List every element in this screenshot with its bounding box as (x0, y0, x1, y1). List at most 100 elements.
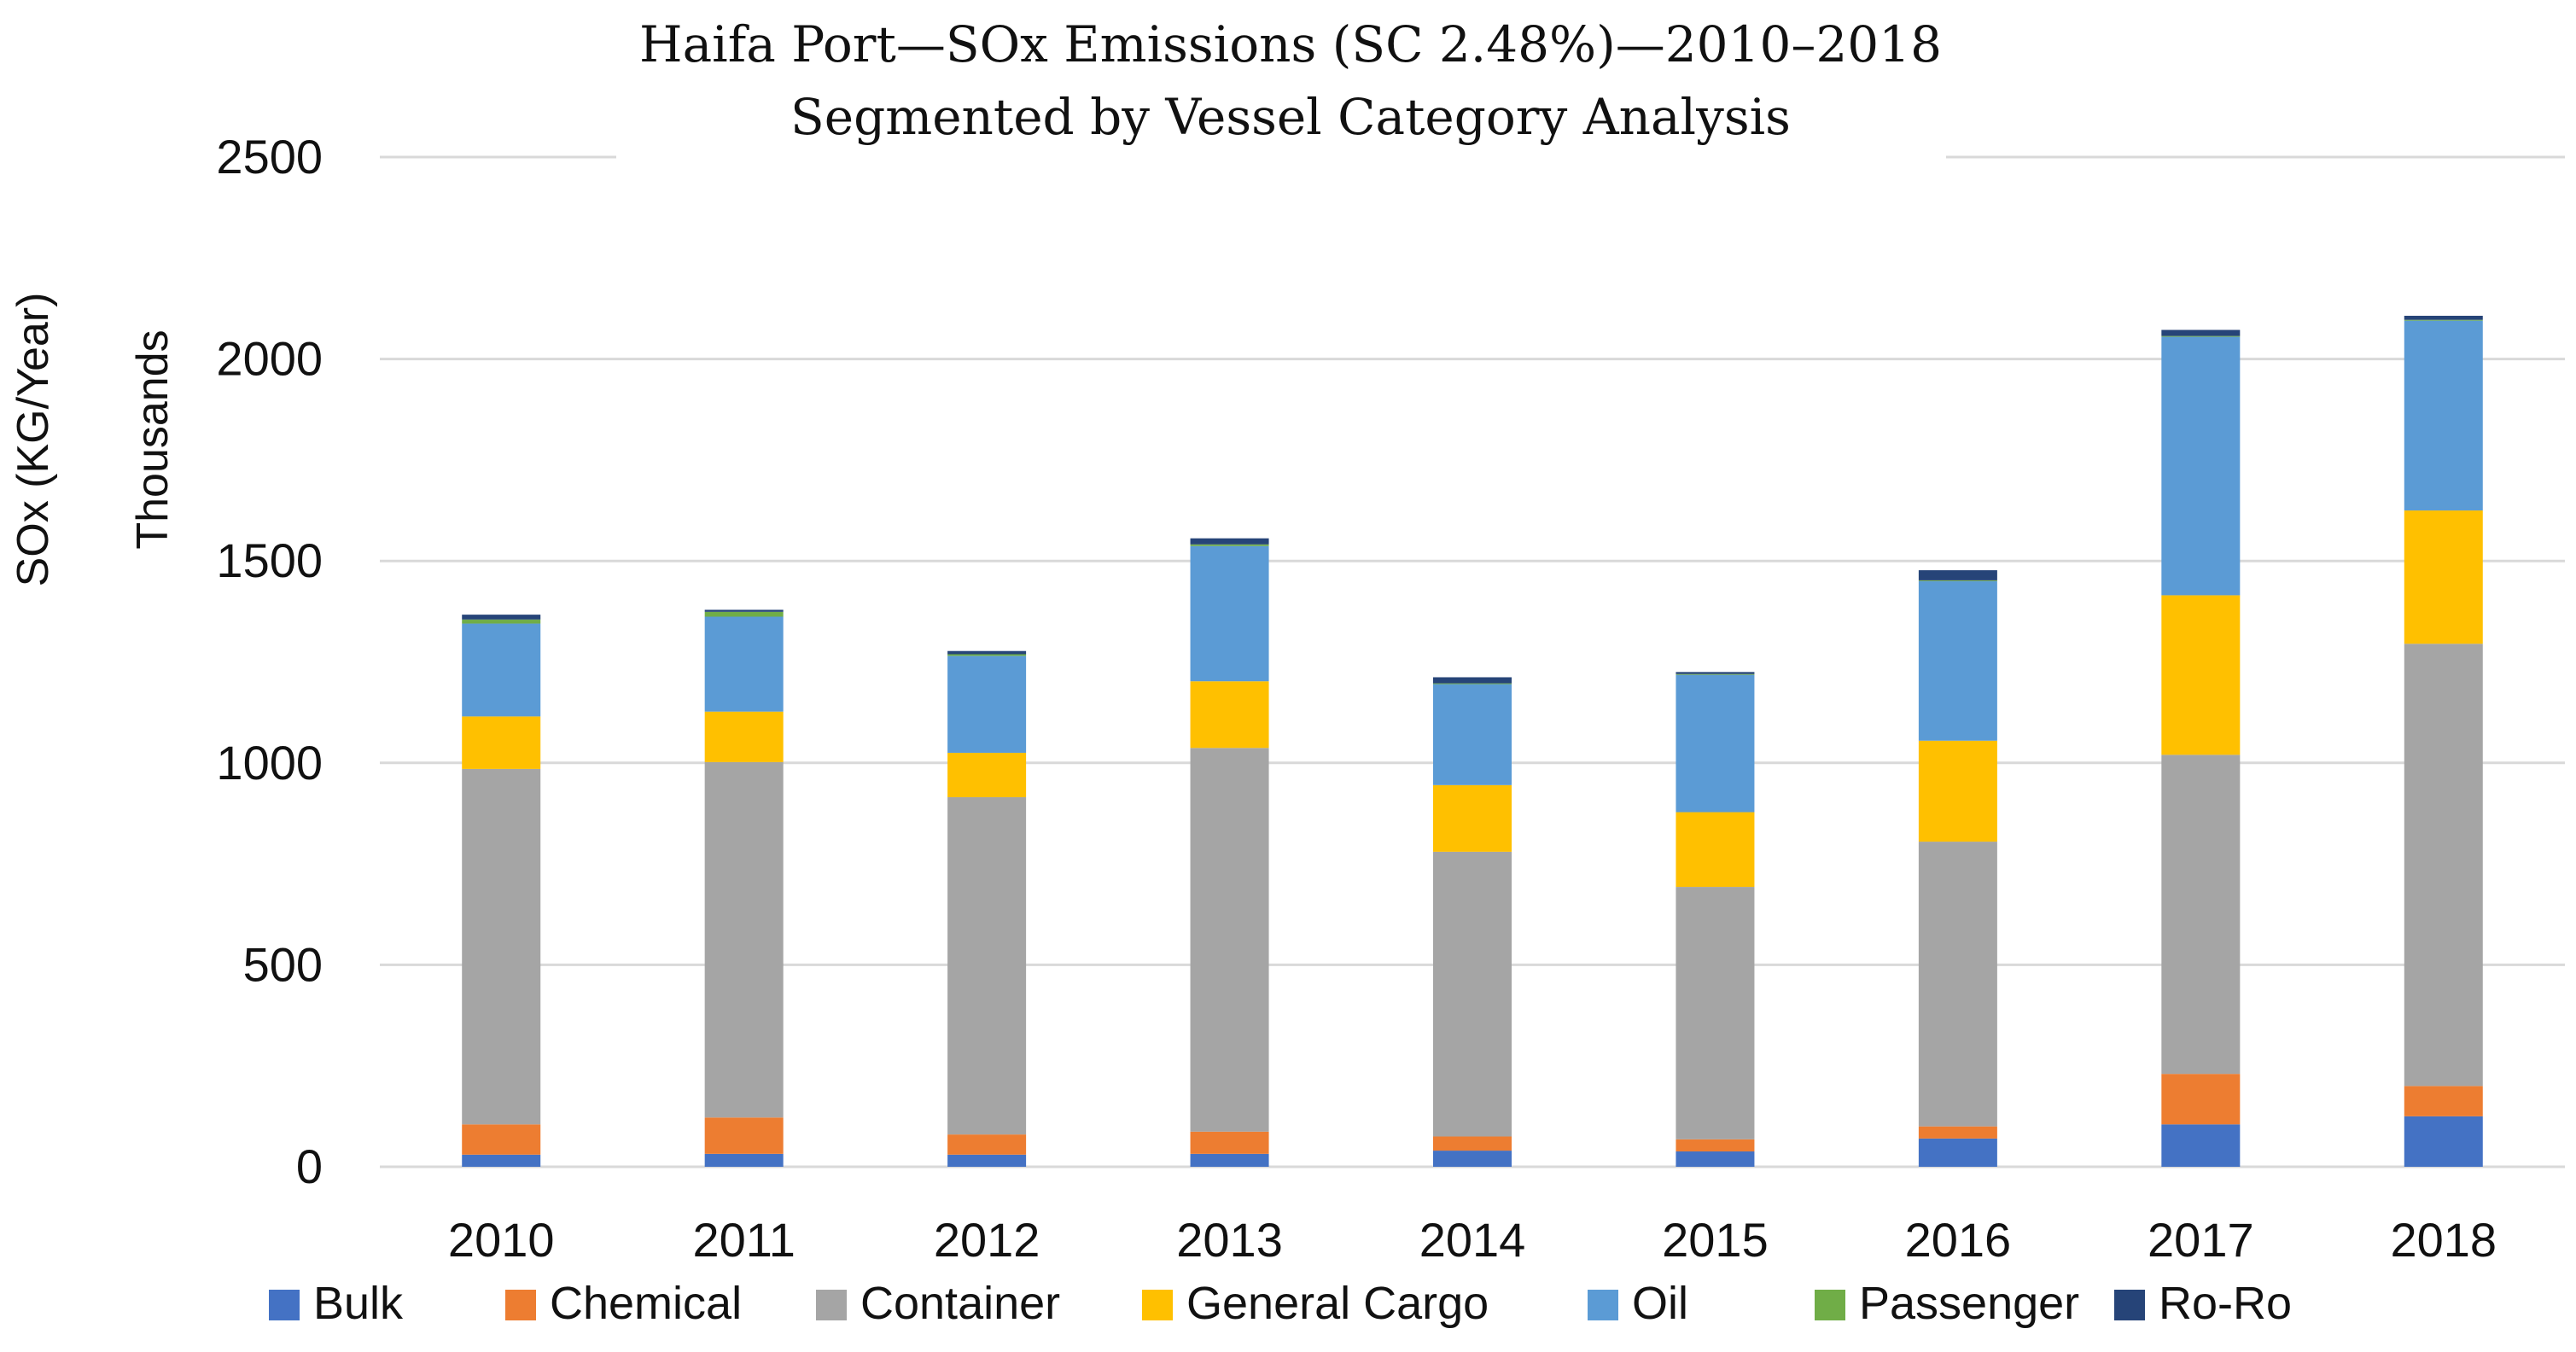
bar-segment-passenger-2015 (1676, 673, 1755, 675)
bar-segment-general-cargo-2013 (1190, 681, 1269, 749)
legend-item-general-cargo: General Cargo (1142, 1278, 1489, 1329)
x-axis-ticks: 2010 2011 2012 2013 2014 2015 2016 2017 2018 (448, 1213, 2497, 1267)
bar-segment-ro-ro-2017 (2161, 329, 2241, 336)
bar-segment-chemical-2017 (2161, 1074, 2241, 1125)
bar-segment-general-cargo-2015 (1676, 812, 1755, 888)
legend-swatch (269, 1290, 300, 1320)
bar-segment-bulk-2014 (1433, 1151, 1512, 1167)
bar-segment-bulk-2013 (1190, 1153, 1269, 1167)
x-tick-label: 2015 (1662, 1213, 1769, 1267)
bar-segment-bulk-2011 (704, 1153, 784, 1167)
bar-segment-ro-ro-2011 (704, 609, 784, 612)
bar-segment-passenger-2010 (462, 619, 541, 624)
y-axis-unit-label: Thousands (128, 329, 178, 549)
y-axis-ticks: 0 500 1000 1500 2000 2500 (216, 130, 323, 1193)
bar-segment-oil-2011 (704, 616, 784, 712)
chart-title: Haifa Port—SOx Emissions (SC 2.48%)—2010… (639, 15, 1942, 73)
x-tick-label: 2012 (934, 1213, 1040, 1267)
legend-swatch (1142, 1290, 1173, 1320)
bar-segment-passenger-2011 (704, 611, 784, 617)
bar-segment-chemical-2014 (1433, 1136, 1512, 1151)
bar-segment-bulk-2012 (947, 1154, 1027, 1167)
bar-segment-ro-ro-2015 (1676, 672, 1755, 674)
bar-segment-passenger-2014 (1433, 683, 1512, 685)
legend-label: Container (860, 1278, 1060, 1329)
bar-segment-chemical-2018 (2404, 1086, 2483, 1116)
x-tick-label: 2013 (1176, 1213, 1283, 1267)
bar-segment-ro-ro-2013 (1190, 538, 1269, 545)
bar-segment-passenger-2012 (947, 654, 1027, 656)
bar-segment-general-cargo-2010 (462, 716, 541, 769)
bar-segment-general-cargo-2014 (1433, 784, 1512, 852)
bar-segment-ro-ro-2012 (947, 650, 1027, 655)
x-tick-label: 2017 (2148, 1213, 2254, 1267)
bar-segment-bulk-2015 (1676, 1151, 1755, 1167)
bar-segment-container-2017 (2161, 755, 2241, 1075)
legend-swatch (1588, 1290, 1618, 1320)
legend-label: Oil (1632, 1278, 1688, 1329)
bar-segment-oil-2016 (1918, 580, 1997, 741)
y-tick-label: 0 (296, 1139, 323, 1193)
bar-segment-general-cargo-2016 (1918, 740, 1997, 842)
bar-segment-container-2013 (1190, 748, 1269, 1132)
bar-segment-oil-2015 (1676, 674, 1755, 813)
legend-item-ro-ro: Ro-Ro (2114, 1278, 2292, 1329)
bar-segment-general-cargo-2017 (2161, 595, 2241, 755)
y-tick-label: 2500 (216, 130, 323, 184)
legend-swatch (2114, 1290, 2145, 1320)
bar-segment-chemical-2016 (1918, 1126, 1997, 1139)
bar-segment-passenger-2018 (2404, 319, 2483, 321)
bar-segment-passenger-2016 (1918, 580, 1997, 581)
legend-item-bulk: Bulk (269, 1278, 404, 1329)
bar-segment-oil-2010 (462, 623, 541, 717)
bar-segment-general-cargo-2018 (2404, 510, 2483, 644)
bar-segment-container-2016 (1918, 842, 1997, 1127)
bar-segment-container-2015 (1676, 887, 1755, 1139)
bar-segment-chemical-2015 (1676, 1139, 1755, 1152)
legend-label: Bulk (313, 1278, 404, 1329)
legend: Bulk Chemical Container General Cargo Oil Pas… (269, 1278, 2292, 1329)
bar-segment-bulk-2010 (462, 1154, 541, 1167)
bar-segment-ro-ro-2010 (462, 615, 541, 620)
y-tick-label: 1500 (216, 533, 323, 587)
bars (462, 315, 2483, 1167)
legend-label: Chemical (550, 1278, 742, 1329)
chart-subtitle: Segmented by Vessel Category Analysis (790, 88, 1791, 146)
bar-segment-bulk-2016 (1918, 1138, 1997, 1167)
bar-segment-oil-2017 (2161, 336, 2241, 596)
bar-segment-oil-2014 (1433, 684, 1512, 785)
bar-segment-oil-2018 (2404, 320, 2483, 511)
bar-segment-ro-ro-2016 (1918, 570, 1997, 580)
legend-item-chemical: Chemical (505, 1278, 742, 1329)
bar-segment-container-2018 (2404, 644, 2483, 1087)
bar-segment-container-2010 (462, 768, 541, 1125)
x-tick-label: 2018 (2390, 1213, 2497, 1267)
bar-segment-oil-2012 (947, 656, 1027, 753)
bar-segment-bulk-2018 (2404, 1116, 2483, 1167)
bar-segment-container-2012 (947, 797, 1027, 1135)
x-tick-label: 2014 (1419, 1213, 1526, 1267)
y-axis-label: SOx (KG/Year) (9, 293, 58, 587)
bar-segment-oil-2013 (1190, 545, 1269, 682)
bar-segment-general-cargo-2012 (947, 752, 1027, 798)
bar-segment-chemical-2013 (1190, 1131, 1269, 1154)
legend-item-oil: Oil (1588, 1278, 1688, 1329)
legend-label: Passenger (1859, 1278, 2079, 1329)
chart-title-block: Haifa Port—SOx Emissions (SC 2.48%)—2010… (639, 15, 1942, 146)
bar-segment-chemical-2012 (947, 1134, 1027, 1155)
x-tick-label: 2016 (1905, 1213, 2012, 1267)
legend-item-passenger: Passenger (1815, 1278, 2079, 1329)
bar-segment-ro-ro-2018 (2404, 315, 2483, 320)
legend-swatch (505, 1290, 536, 1320)
y-tick-label: 500 (243, 937, 323, 991)
bar-segment-chemical-2010 (462, 1124, 541, 1155)
x-tick-label: 2011 (692, 1213, 795, 1267)
legend-label: General Cargo (1186, 1278, 1489, 1329)
legend-swatch (816, 1290, 847, 1320)
bar-segment-passenger-2017 (2161, 335, 2241, 337)
legend-swatch (1815, 1290, 1845, 1320)
bar-segment-ro-ro-2014 (1433, 677, 1512, 684)
y-tick-label: 1000 (216, 736, 323, 790)
bar-segment-bulk-2017 (2161, 1124, 2241, 1167)
